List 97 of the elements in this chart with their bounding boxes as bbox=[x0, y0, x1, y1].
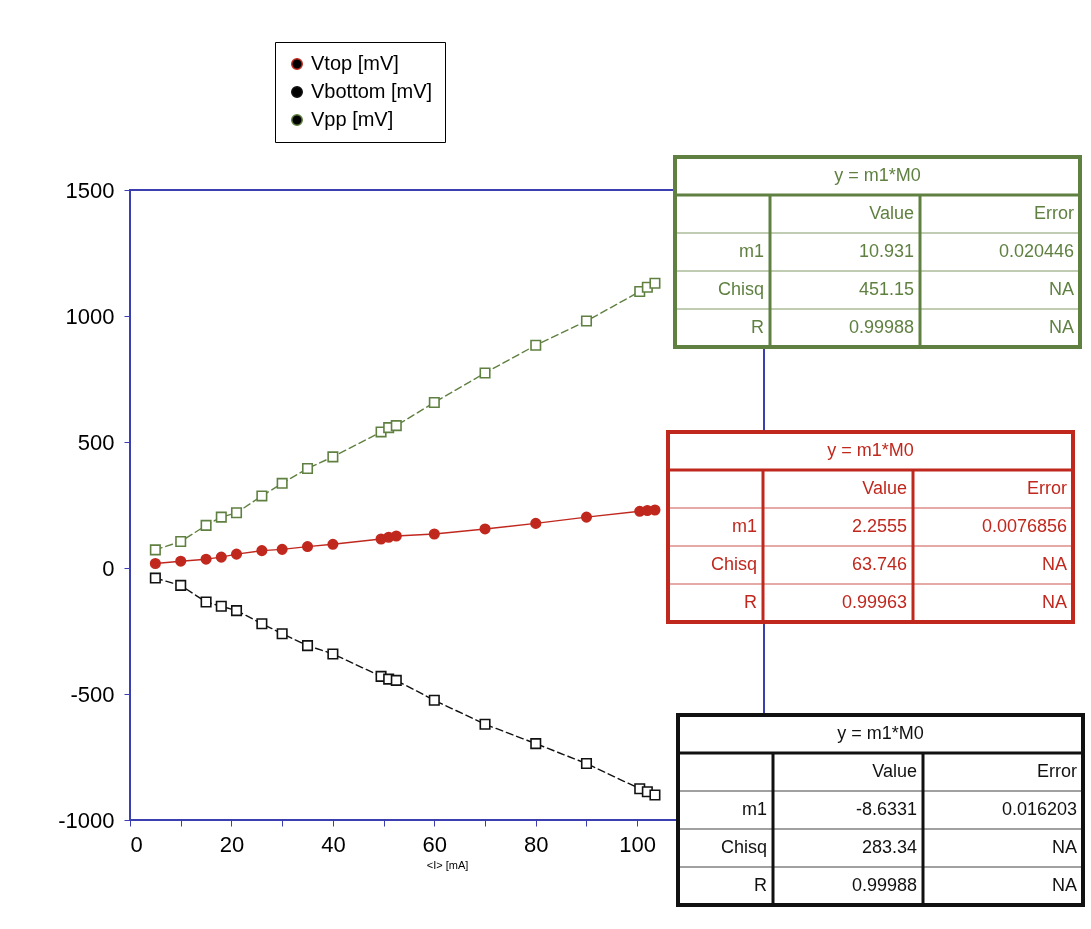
y-tick-label: -1000 bbox=[58, 807, 115, 833]
text: 0.016203 bbox=[1001, 799, 1077, 819]
text: 0.0076856 bbox=[981, 516, 1067, 536]
point bbox=[230, 605, 243, 617]
point bbox=[200, 519, 212, 531]
annotation: m1 bbox=[741, 799, 767, 819]
text: NA bbox=[1048, 317, 1074, 337]
y-tick-label: -500 bbox=[70, 681, 115, 707]
y-tick-label: 500 bbox=[77, 429, 115, 455]
point bbox=[580, 758, 593, 770]
point bbox=[215, 511, 227, 523]
text: Error bbox=[1037, 761, 1077, 781]
point bbox=[149, 557, 161, 569]
text: y = m1*M0 bbox=[834, 165, 921, 185]
point bbox=[230, 507, 243, 519]
point bbox=[390, 530, 402, 542]
x-tick-label: 40 bbox=[321, 831, 346, 857]
text: 63.746 bbox=[851, 554, 907, 574]
annotation: Chisq bbox=[710, 554, 757, 574]
x-tick-label: 60 bbox=[422, 831, 448, 857]
text: Value bbox=[872, 761, 917, 781]
text: 0.020446 bbox=[998, 241, 1074, 261]
y-tick-label: 1000 bbox=[65, 303, 115, 329]
point bbox=[428, 694, 440, 706]
point bbox=[428, 396, 440, 408]
point bbox=[149, 544, 161, 556]
point bbox=[649, 504, 661, 516]
y-tick-label: 1500 bbox=[65, 177, 115, 203]
point bbox=[215, 600, 227, 612]
text: NA bbox=[1041, 592, 1067, 612]
text: y = m1*M0 bbox=[837, 723, 924, 743]
point bbox=[390, 674, 402, 686]
text: y = m1*M0 bbox=[827, 440, 914, 460]
text: 451.15 bbox=[858, 279, 914, 299]
x-axis-title: <I> [mA] bbox=[426, 858, 469, 871]
annotation: m1 bbox=[731, 516, 757, 536]
x-tick-label: 100 bbox=[619, 831, 657, 857]
x-tick-label: 20 bbox=[219, 831, 245, 857]
annotation: R bbox=[751, 317, 764, 337]
legend-label: Vpp [mV] bbox=[311, 108, 394, 130]
text: -8.6331 bbox=[855, 799, 917, 819]
point bbox=[649, 789, 661, 801]
point bbox=[276, 477, 288, 489]
point bbox=[580, 511, 593, 523]
point bbox=[230, 548, 243, 560]
point bbox=[479, 718, 491, 730]
point bbox=[580, 315, 593, 327]
text: 0.99988 bbox=[848, 317, 914, 337]
text: 283.34 bbox=[861, 837, 917, 857]
point bbox=[175, 555, 187, 567]
point bbox=[200, 596, 212, 608]
x-tick-label: 80 bbox=[524, 831, 549, 857]
point bbox=[390, 420, 402, 432]
point bbox=[256, 618, 268, 630]
point bbox=[649, 277, 661, 289]
text: 0.99988 bbox=[851, 875, 917, 895]
text: 0.99963 bbox=[841, 592, 907, 612]
point bbox=[327, 648, 339, 660]
text: NA bbox=[1041, 554, 1067, 574]
point bbox=[276, 628, 288, 640]
point bbox=[276, 543, 288, 555]
legend-label: Vtop [mV] bbox=[311, 52, 399, 74]
point bbox=[256, 490, 268, 502]
point bbox=[530, 339, 542, 351]
x-tick-label: 0 bbox=[130, 831, 143, 857]
point bbox=[530, 517, 542, 529]
annotation: m1 bbox=[738, 241, 764, 261]
point bbox=[479, 367, 491, 379]
point bbox=[327, 538, 339, 550]
point bbox=[175, 579, 187, 591]
text: Chisq bbox=[720, 837, 767, 857]
text: 2.2555 bbox=[851, 516, 907, 536]
text: NA bbox=[1048, 279, 1074, 299]
y-tick-label: 0 bbox=[102, 555, 115, 581]
point bbox=[215, 551, 227, 563]
point bbox=[530, 738, 542, 750]
point bbox=[479, 523, 491, 535]
text: Error bbox=[1034, 203, 1074, 223]
point bbox=[256, 545, 268, 557]
text: Value bbox=[862, 478, 907, 498]
point bbox=[301, 640, 314, 652]
annotation: Chisq bbox=[717, 279, 764, 299]
text: NA bbox=[1051, 875, 1077, 895]
text: R bbox=[754, 875, 767, 895]
text: 10.931 bbox=[858, 241, 914, 261]
point bbox=[200, 553, 212, 565]
point bbox=[428, 528, 440, 540]
annotation: R bbox=[744, 592, 757, 612]
text: Error bbox=[1027, 478, 1067, 498]
text: NA bbox=[1051, 837, 1077, 857]
point bbox=[175, 536, 187, 548]
point bbox=[149, 572, 161, 584]
point bbox=[301, 541, 314, 553]
point bbox=[327, 451, 339, 463]
point bbox=[301, 462, 314, 474]
text: Value bbox=[869, 203, 914, 223]
legend-label: Vbottom [mV] bbox=[311, 80, 433, 102]
